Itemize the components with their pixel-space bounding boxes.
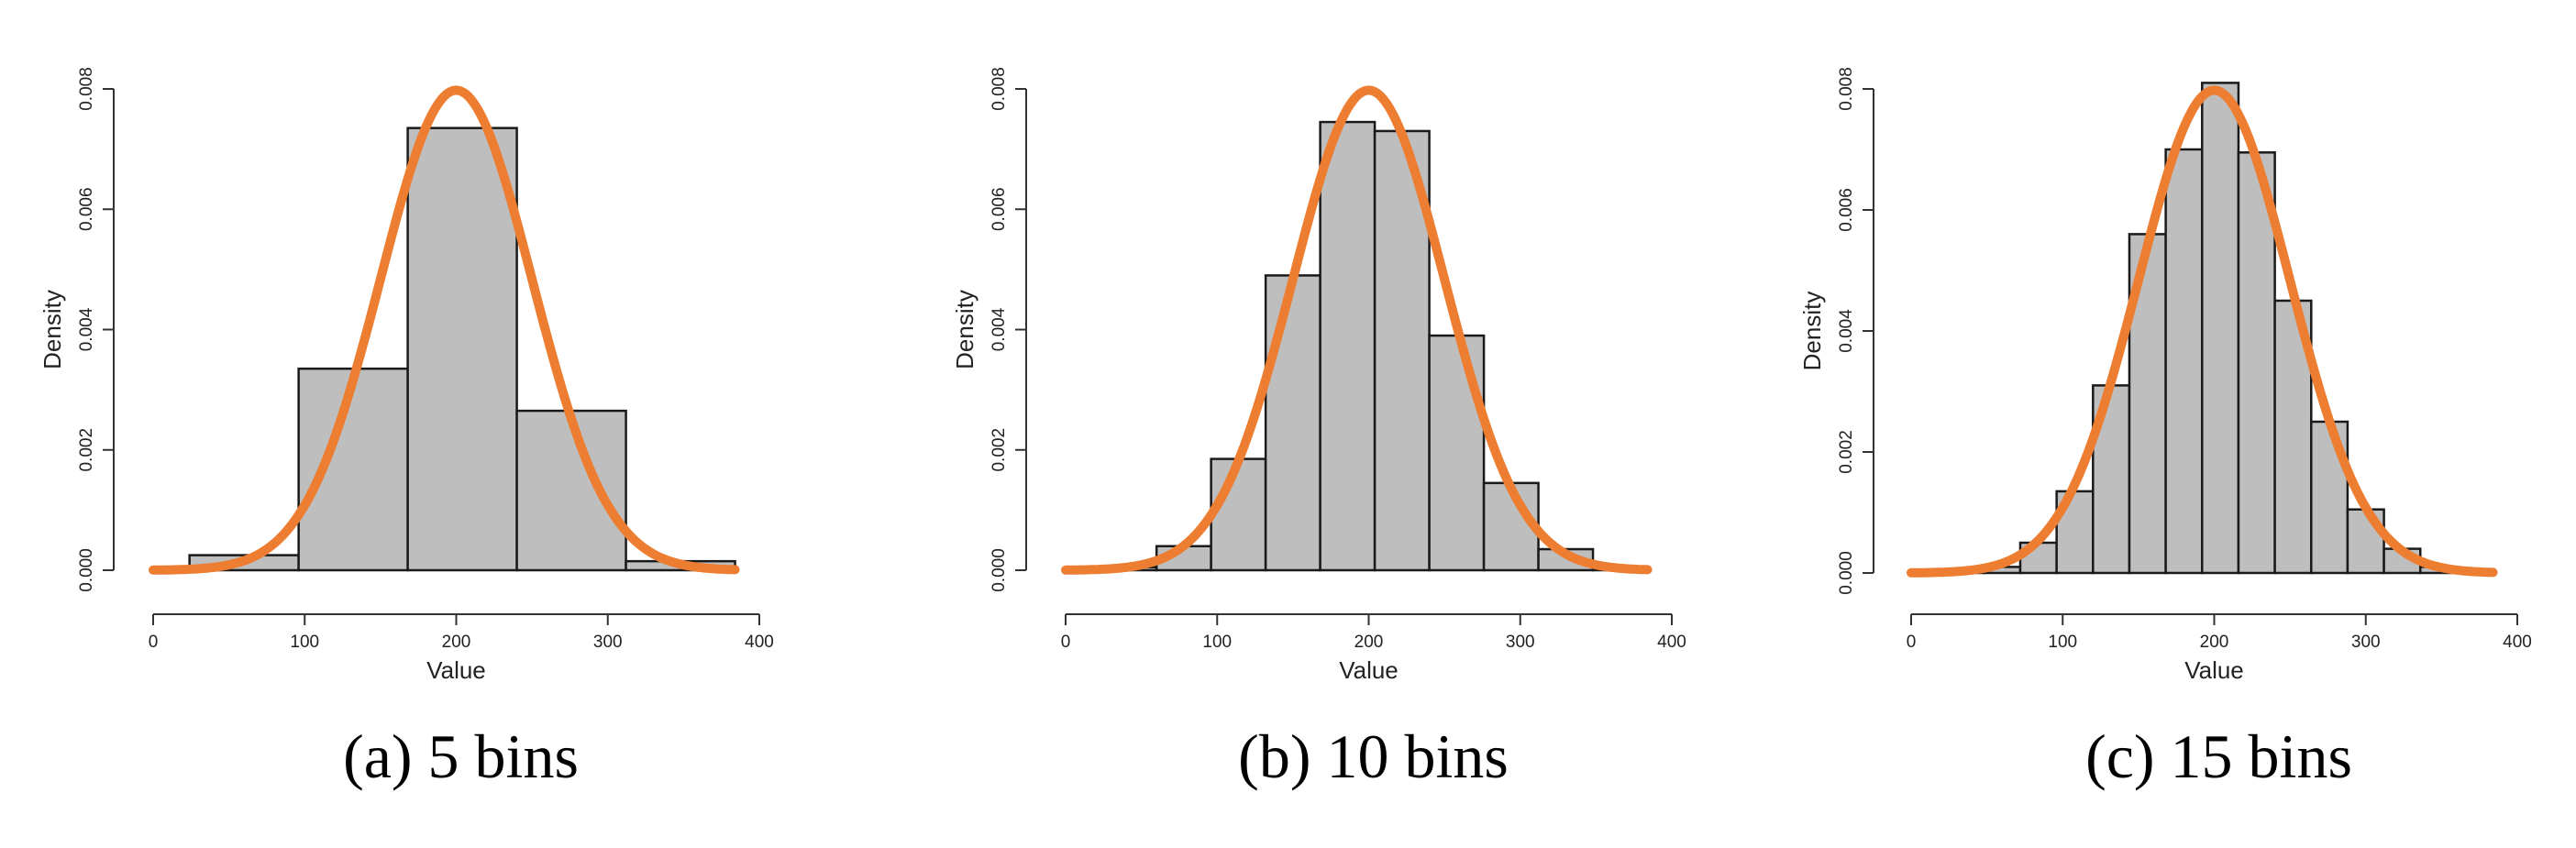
density-curve <box>1061 85 1653 575</box>
x-tick-label: 300 <box>593 633 623 652</box>
y-tick-label: 0.002 <box>77 428 96 472</box>
x-axis-label: Value <box>1339 656 1399 684</box>
y-tick-label: 0.008 <box>77 67 96 111</box>
axes: 0 100 200 300 400 0.000 0.002 0.004 0.006 0.008 <box>1837 67 2532 652</box>
x-tick-label: 0 <box>1907 633 1917 652</box>
histogram-bar <box>515 409 627 572</box>
x-tick-label: 200 <box>2200 633 2229 652</box>
y-tick-label: 0.006 <box>77 187 96 231</box>
histogram-bar <box>2201 82 2240 575</box>
histogram-bars <box>1100 120 1649 572</box>
y-tick-label: 0.004 <box>77 307 96 351</box>
y-tick-label: 0.004 <box>989 307 1009 351</box>
y-tick-label: 0.006 <box>989 187 1009 231</box>
axes: 0 100 200 300 400 0.000 0.002 0.004 0.006 0.008 <box>77 67 774 652</box>
axes: 0 100 200 300 400 0.000 0.002 0.004 0.006 0.008 <box>989 67 1686 652</box>
y-tick-label: 0.000 <box>1837 551 1856 595</box>
density-curve <box>1907 85 2498 578</box>
y-tick-label: 0.008 <box>989 67 1009 111</box>
histogram-bar <box>1264 274 1321 572</box>
x-tick-label: 100 <box>290 633 319 652</box>
y-tick-label: 0.002 <box>989 428 1009 472</box>
x-tick-label: 400 <box>2503 633 2532 652</box>
histogram-bars <box>188 127 736 572</box>
x-tick-label: 400 <box>745 633 774 652</box>
x-tick-label: 300 <box>1506 633 1535 652</box>
histogram-bar <box>1319 120 1376 572</box>
y-tick-label: 0.002 <box>1837 430 1856 474</box>
y-tick-label: 0.006 <box>1837 188 1856 232</box>
histogram-bar <box>1428 334 1486 572</box>
x-axis-label: Value <box>426 656 486 684</box>
x-axis-label: Value <box>2184 656 2244 684</box>
y-tick-label: 0.000 <box>989 548 1009 592</box>
x-tick-label: 400 <box>1657 633 1686 652</box>
x-tick-label: 300 <box>2351 633 2381 652</box>
y-axis-label: Density <box>39 290 66 369</box>
histogram-bar <box>297 367 409 572</box>
y-axis-label: Density <box>951 290 978 369</box>
x-tick-label: 200 <box>442 633 471 652</box>
panel-caption: (b) 10 bins <box>1238 721 1509 791</box>
histogram-bar <box>2164 148 2204 575</box>
x-tick-label: 0 <box>1061 633 1071 652</box>
panel-caption: (c) 15 bins <box>2085 721 2352 791</box>
y-tick-label: 0.004 <box>1837 309 1856 353</box>
x-tick-label: 100 <box>2048 633 2077 652</box>
histogram-bar <box>2237 151 2276 575</box>
histogram-bar <box>2346 508 2385 575</box>
density-curve <box>149 85 740 575</box>
y-tick-label: 0.000 <box>77 548 96 592</box>
x-tick-label: 200 <box>1354 633 1384 652</box>
histogram-bar <box>1210 457 1267 572</box>
x-tick-label: 0 <box>149 633 159 652</box>
histogram-bar <box>406 127 518 572</box>
histogram-bars <box>1946 82 2494 575</box>
panel-a: 0 100 200 300 400 0.000 0.002 0.004 0.006 0.008 V… <box>39 67 774 791</box>
x-tick-label: 100 <box>1202 633 1232 652</box>
y-tick-label: 0.008 <box>1837 67 1856 111</box>
panel-c: 0 100 200 300 400 0.000 0.002 0.004 0.006 0.008 V… <box>1798 67 2532 791</box>
panel-b: 0 100 200 300 400 0.000 0.002 0.004 0.006 0.008 V… <box>951 67 1686 791</box>
y-axis-label: Density <box>1798 292 1826 371</box>
panel-caption: (a) 5 bins <box>343 721 579 791</box>
